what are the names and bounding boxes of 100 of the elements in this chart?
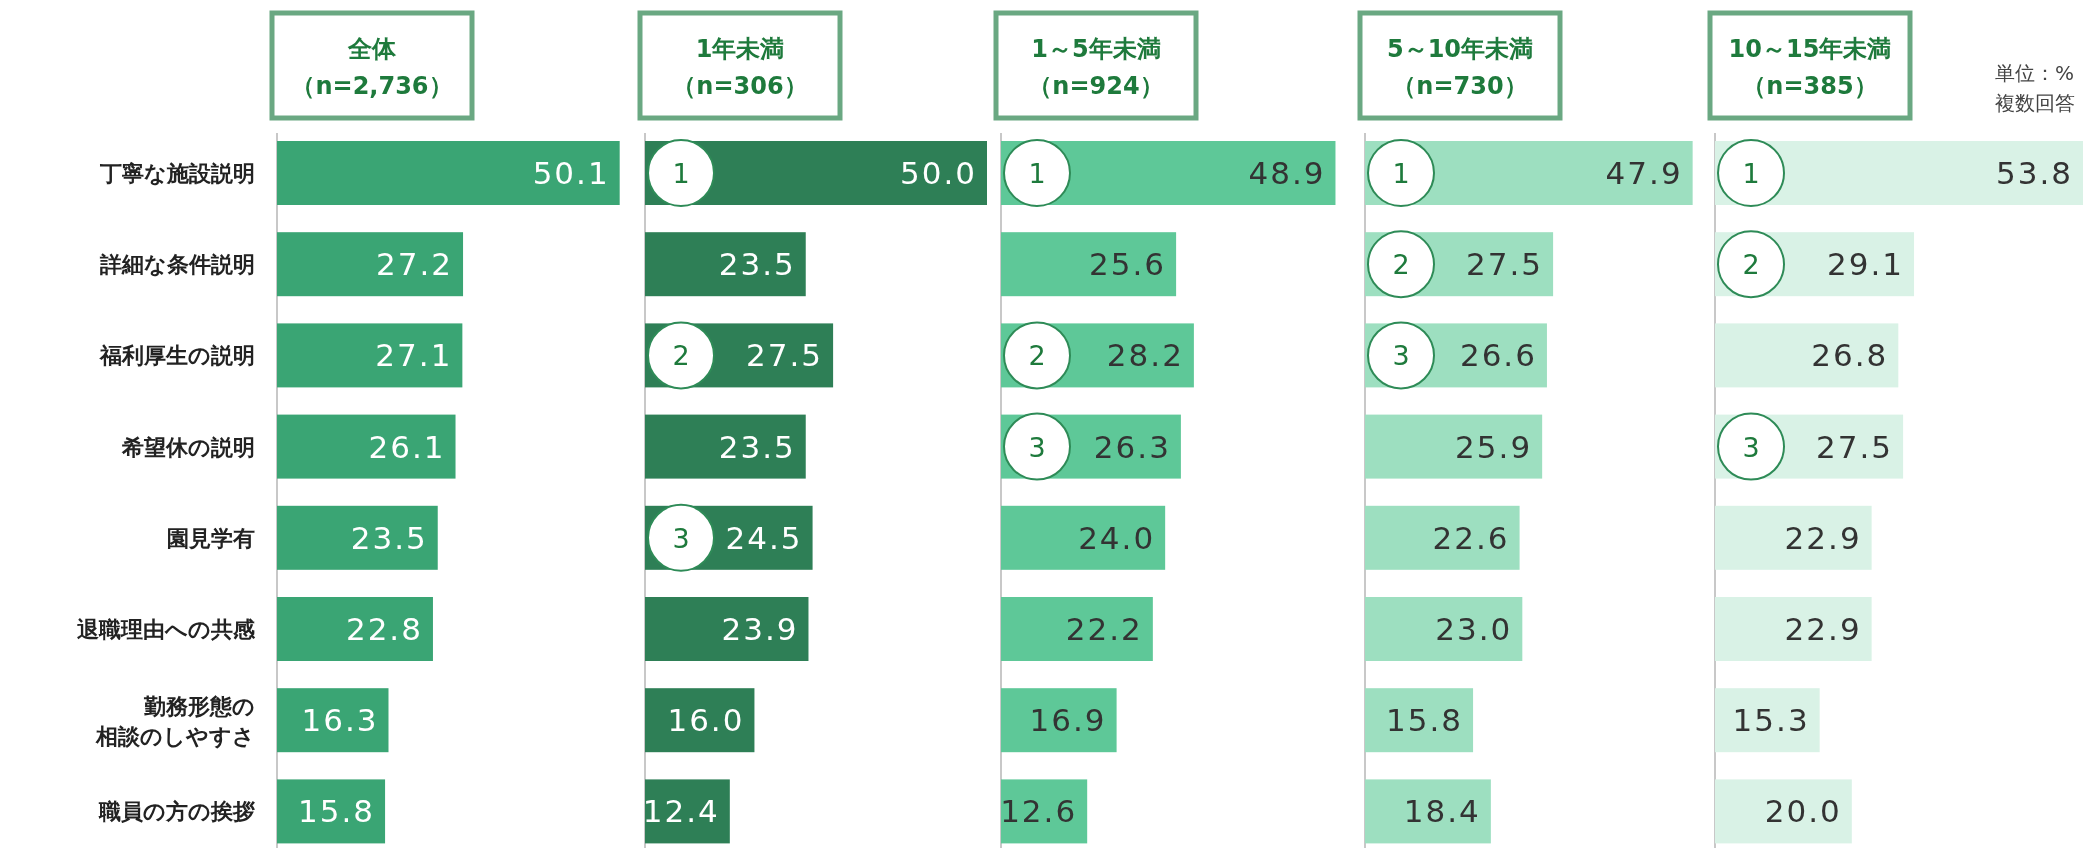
bar: [277, 688, 389, 753]
bar: [277, 597, 433, 661]
chart-subtitle: （n=730）: [1392, 72, 1528, 100]
data-label: 23.9: [721, 611, 799, 647]
bar: [277, 779, 386, 844]
bar: [1001, 232, 1177, 297]
data-label: 22.8: [345, 611, 423, 647]
bar: [645, 688, 755, 753]
bar: [277, 414, 456, 479]
bar: [1001, 688, 1117, 753]
annotation: 1: [1392, 158, 1410, 189]
data-label: 16.0: [667, 702, 745, 739]
annotation: 3: [1742, 431, 1760, 463]
bar: [1001, 779, 1088, 844]
data-label: 27.5: [746, 337, 824, 374]
bar: [1365, 688, 1474, 753]
data-label: 15.8: [298, 793, 376, 830]
data-label: 24.0: [1078, 519, 1156, 556]
data-label: 12.6: [1000, 793, 1078, 830]
annotation: 2: [1028, 340, 1046, 372]
data-label: 15.3: [1732, 702, 1810, 739]
chart-subtitle: （n=924）: [1028, 72, 1164, 100]
bar: [1365, 779, 1491, 844]
bar: [277, 141, 620, 205]
y-tick-label: 詳細な条件説明: [99, 252, 255, 278]
bar: [645, 779, 730, 844]
bar: [1715, 688, 1820, 753]
bar: [1001, 597, 1153, 661]
data-label: 53.8: [1995, 155, 2073, 191]
chart-title: 全体: [347, 35, 397, 63]
chart-title: 1～5年未満: [1031, 35, 1161, 63]
bar: [1001, 505, 1166, 570]
bar: [1365, 505, 1520, 570]
bar: [645, 597, 809, 661]
data-label: 47.9: [1605, 155, 1683, 191]
data-label: 50.0: [899, 155, 977, 191]
bar: [645, 232, 806, 297]
y-tick-label: 勤務形態の相談のしやすさ: [95, 694, 255, 750]
data-label: 27.5: [1816, 428, 1894, 465]
annotation: 1: [672, 158, 690, 189]
data-label: 23.5: [718, 428, 796, 465]
chart-title: 1年未満: [695, 35, 785, 63]
data-label: 22.9: [1784, 611, 1862, 647]
annotation: 1: [1742, 158, 1760, 189]
y-tick-label: 園見学有: [167, 525, 255, 551]
y-tick-label: 退職理由への共感: [77, 617, 256, 642]
y-tick-label: 福利厚生の説明: [99, 343, 255, 369]
chart-subtitle: （n=306）: [672, 72, 808, 100]
data-label: 20.0: [1764, 793, 1842, 830]
chart-subtitle: （n=385）: [1742, 72, 1878, 100]
data-label: 22.9: [1784, 519, 1862, 556]
data-label: 15.8: [1386, 702, 1464, 739]
bar: [1715, 779, 1852, 844]
bar: [645, 414, 806, 479]
bar: [1715, 597, 1872, 661]
data-label: 23.5: [718, 246, 796, 283]
data-label: 16.9: [1029, 702, 1107, 739]
chart-title: 5～10年未満: [1386, 35, 1534, 63]
bar: [1365, 597, 1523, 661]
bar: [277, 323, 463, 388]
data-label: 25.6: [1089, 246, 1167, 283]
annotation: 2: [1392, 249, 1410, 281]
text: 複数回答: [1995, 91, 2075, 115]
data-label: 26.3: [1093, 428, 1171, 465]
data-label: 23.5: [350, 519, 428, 556]
data-label: 27.2: [376, 246, 454, 283]
annotation: 1: [1028, 158, 1046, 189]
bar: [277, 505, 438, 570]
data-label: 18.4: [1403, 793, 1481, 830]
data-label: 48.9: [1248, 155, 1326, 191]
data-label: 26.8: [1811, 337, 1889, 374]
data-label: 26.1: [368, 428, 446, 465]
annotation: 2: [672, 340, 690, 372]
annotation: 3: [1392, 340, 1410, 372]
bar: [1715, 323, 1899, 388]
annotation: 3: [672, 522, 690, 554]
data-label: 25.9: [1455, 428, 1533, 465]
data-label: 23.0: [1435, 611, 1513, 647]
y-tick-label: 希望休の説明: [121, 434, 255, 460]
annotation: 3: [1028, 431, 1046, 463]
data-label: 22.6: [1432, 519, 1510, 556]
y-tick-label: 丁寧な施設説明: [99, 161, 255, 186]
bar: [277, 232, 464, 297]
chart-subtitle: （n=2,736）: [291, 72, 453, 100]
y-tick-label: 職員の方の挨拶: [98, 799, 255, 825]
data-label: 22.2: [1065, 611, 1143, 647]
data-label: 12.4: [642, 793, 720, 830]
text: 単位：%: [1995, 61, 2075, 85]
data-label: 27.5: [1466, 246, 1544, 283]
annotation: 2: [1742, 249, 1760, 281]
data-label: 16.3: [301, 702, 379, 739]
data-label: 28.2: [1106, 337, 1184, 374]
data-label: 29.1: [1827, 246, 1905, 283]
chart-title: 10～15年未満: [1728, 35, 1892, 63]
bar: [1365, 414, 1543, 479]
bar: [1715, 505, 1872, 570]
data-label: 24.5: [725, 519, 803, 556]
data-label: 26.6: [1459, 337, 1537, 374]
data-label: 50.1: [532, 155, 610, 191]
data-label: 27.1: [375, 337, 453, 374]
